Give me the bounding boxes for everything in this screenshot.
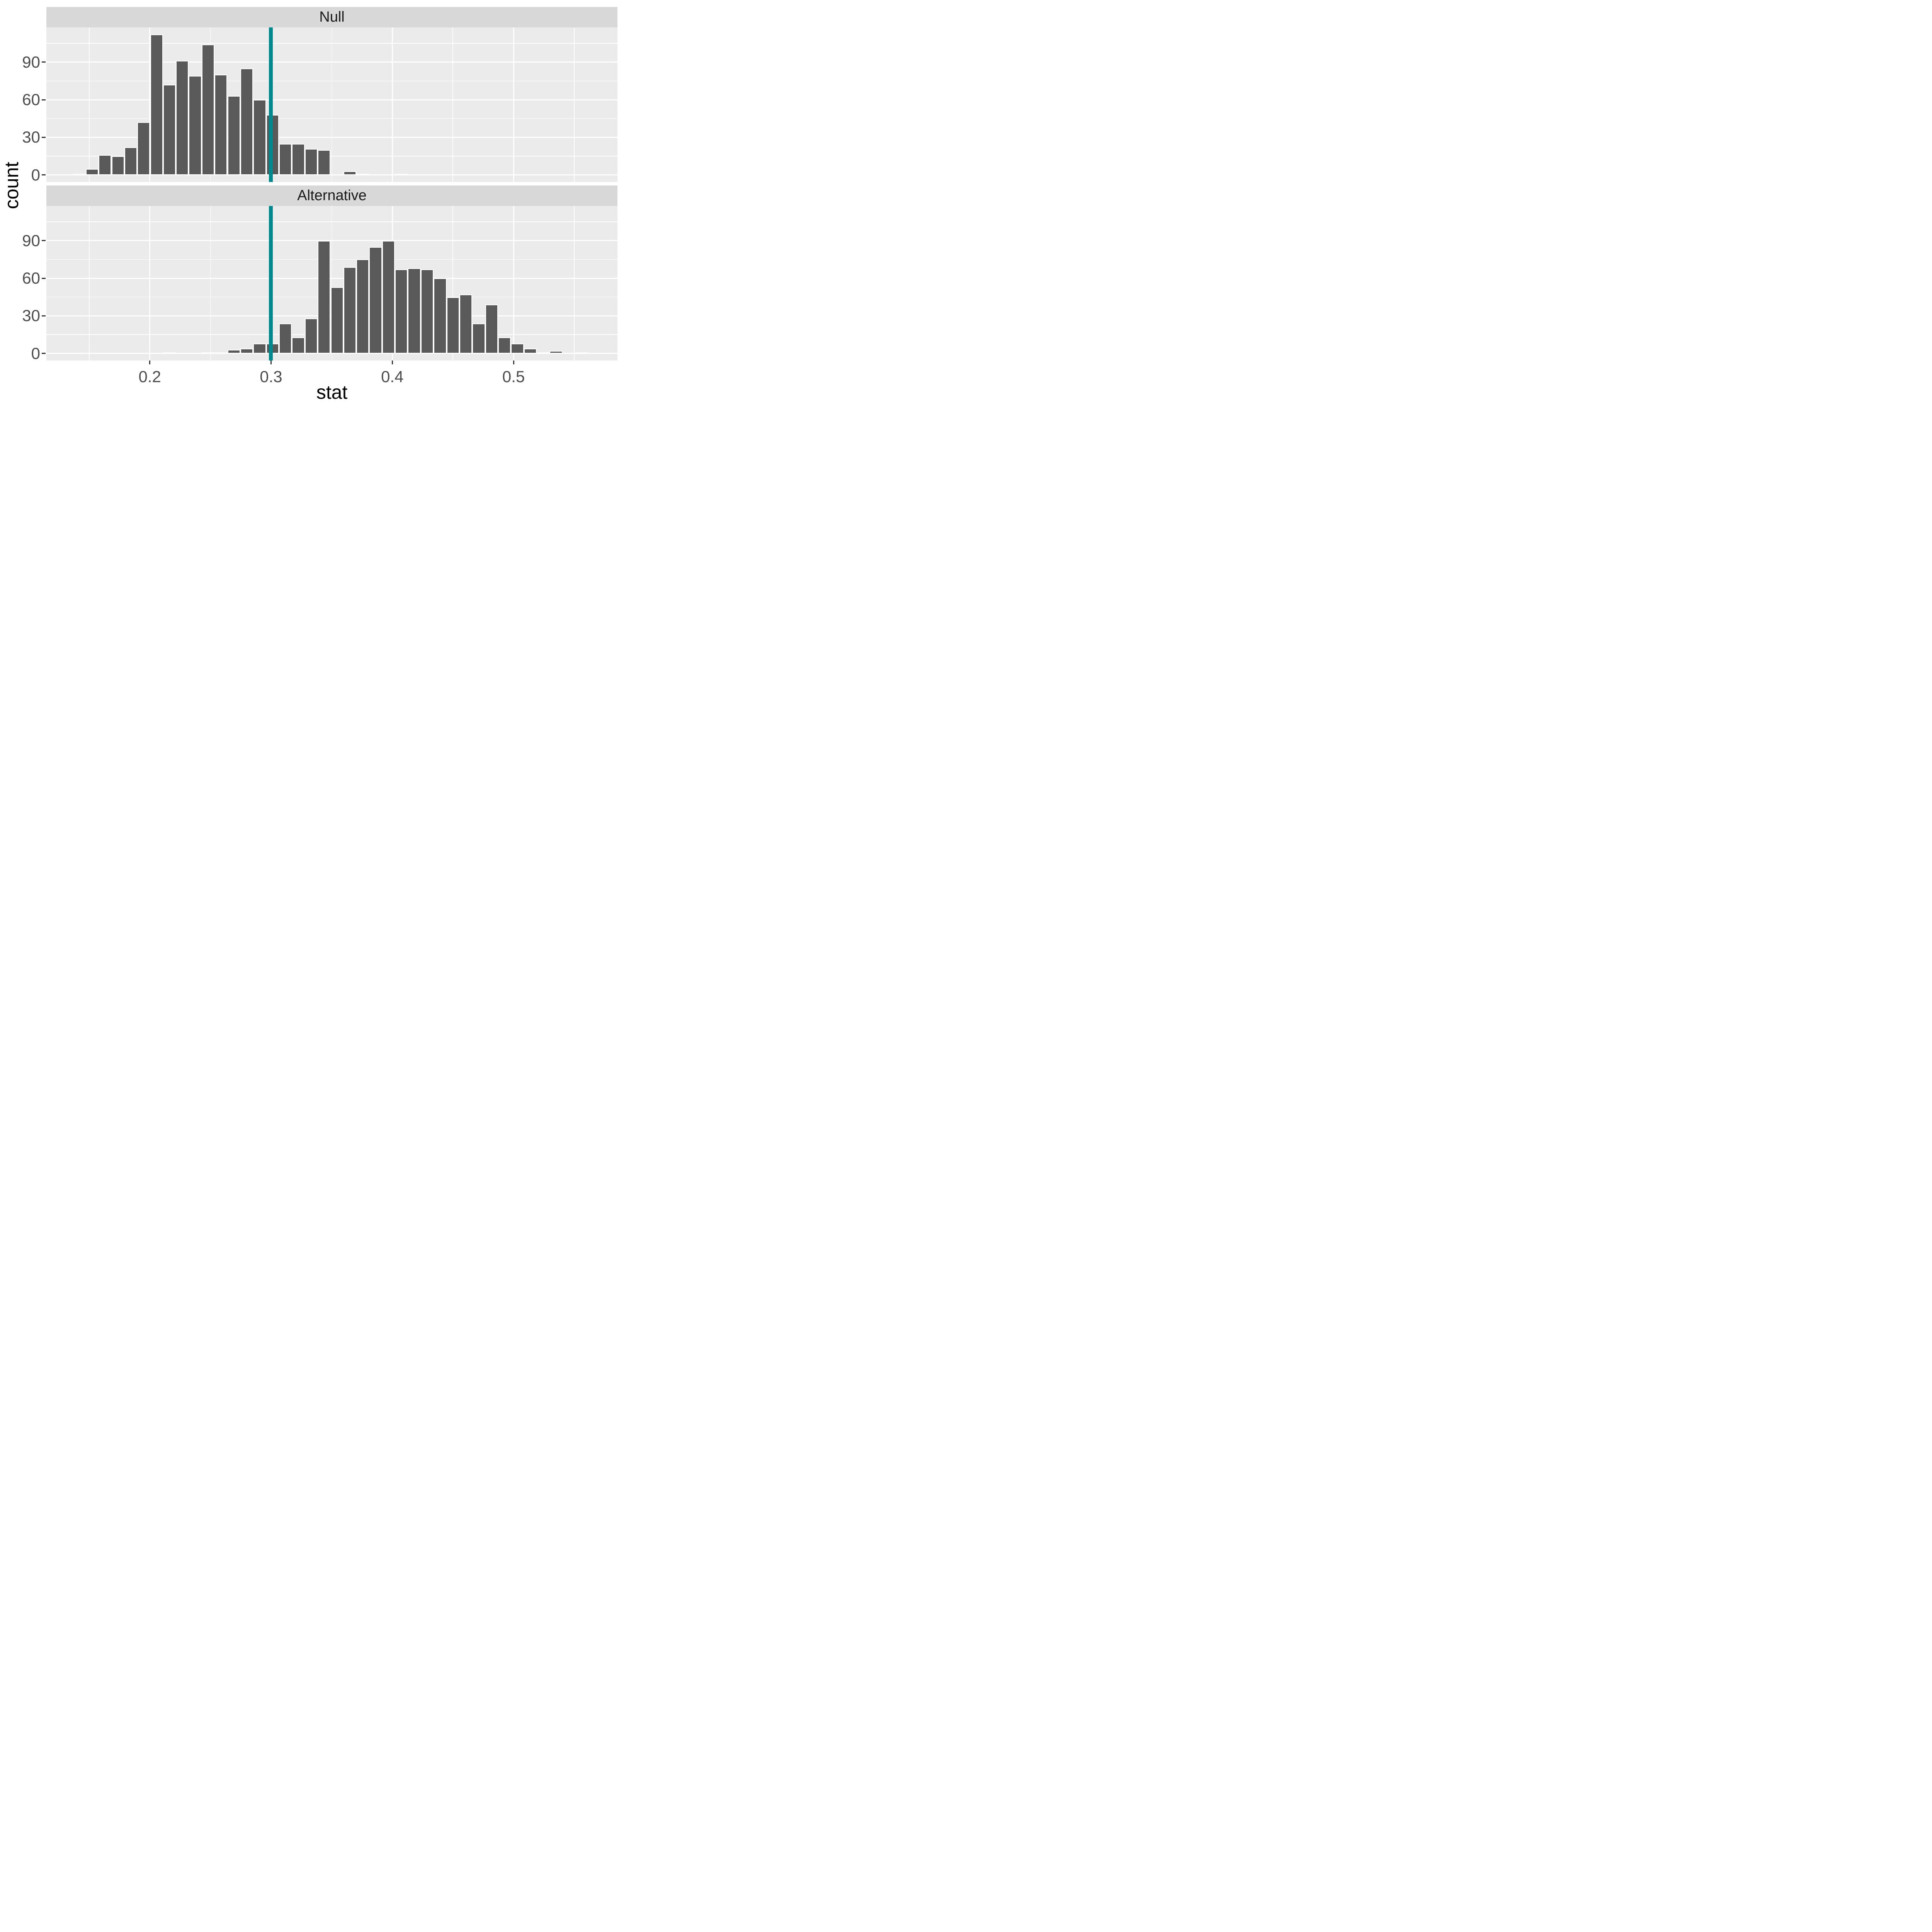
histogram-bar [73, 173, 86, 175]
y-tick-label: 90 [22, 231, 40, 250]
x-minor-gridline [89, 27, 90, 182]
histogram-bar [124, 147, 138, 175]
y-axis-tick [42, 136, 46, 138]
facet-strip-alternative: Alternative [46, 185, 617, 206]
histogram-bar [330, 287, 344, 354]
x-axis-tick [149, 361, 151, 364]
histogram-bar [227, 350, 240, 354]
x-major-gridline [149, 27, 151, 182]
histogram-bar [292, 143, 305, 175]
histogram-bar [279, 323, 292, 354]
facet-strip-label: Null [319, 9, 345, 25]
histogram-bar [240, 348, 253, 354]
y-tick-label: 90 [22, 53, 40, 71]
histogram-bar [459, 294, 473, 354]
histogram-bar [575, 352, 588, 354]
histogram-bar [524, 348, 537, 354]
histogram-bar [498, 337, 511, 354]
observed-stat-line [269, 206, 273, 361]
y-tick-label: 30 [22, 128, 40, 146]
histogram-bar [253, 343, 266, 354]
histogram-bar [176, 61, 189, 175]
histogram-bar [549, 351, 563, 354]
histogram-bar [369, 247, 382, 354]
y-axis-title: count [1, 162, 22, 209]
y-axis-tick [42, 240, 46, 242]
histogram-bar [356, 259, 369, 354]
histogram-bar [189, 76, 202, 175]
x-axis-title: stat [316, 381, 348, 402]
y-axis-tick [42, 315, 46, 316]
facet-strip-null: Null [46, 7, 617, 27]
histogram-bar [395, 269, 408, 354]
histogram-bar [304, 148, 318, 175]
histogram-bar [292, 337, 305, 354]
y-axis-tick [42, 277, 46, 279]
histogram-bar [421, 269, 434, 354]
x-axis-tick [270, 361, 272, 364]
histogram-bar [163, 352, 176, 354]
histogram-bar [472, 323, 485, 354]
x-tick-label: 0.4 [381, 367, 404, 386]
x-minor-gridline [89, 206, 90, 361]
x-tick-label: 0.5 [502, 367, 525, 386]
x-major-gridline [513, 206, 514, 361]
x-minor-gridline [210, 206, 211, 361]
histogram-bar [163, 85, 176, 175]
histogram-bar [343, 267, 357, 354]
x-axis-tick [513, 361, 514, 364]
histogram-bar [485, 304, 498, 354]
histogram-bar [304, 318, 318, 354]
histogram-bar [85, 168, 99, 175]
histogram-bar [343, 171, 357, 175]
histogram-bar [227, 96, 240, 175]
x-tick-label: 0.3 [260, 367, 282, 386]
x-minor-gridline [574, 27, 575, 182]
y-tick-label: 0 [31, 165, 40, 184]
y-tick-label: 60 [22, 90, 40, 109]
faceted-histogram-figure: Null 0 30 60 90 Alternative 0 30 60 90 0.2 0.3 0.4 0.… [0, 0, 618, 402]
histogram-bar [317, 150, 331, 175]
histogram-bar [317, 240, 331, 354]
panel-alternative [46, 206, 617, 361]
histogram-bar [201, 352, 215, 354]
histogram-bar [279, 143, 292, 175]
y-tick-label: 60 [22, 269, 40, 287]
y-axis-tick [42, 99, 46, 100]
y-tick-label: 0 [31, 344, 40, 362]
observed-stat-line [269, 27, 273, 182]
histogram-bar [395, 173, 408, 175]
facet-strip-label: Alternative [297, 187, 367, 204]
histogram-bar [382, 240, 395, 354]
x-minor-gridline [452, 206, 453, 361]
y-axis-tick [42, 61, 46, 63]
histogram-bar [201, 44, 215, 175]
histogram-bar [356, 173, 369, 175]
x-major-gridline [391, 27, 393, 182]
histogram-bar [408, 268, 421, 354]
histogram-bar [214, 75, 228, 175]
x-major-gridline [149, 206, 151, 361]
histogram-bar [137, 122, 150, 175]
histogram-bar [537, 352, 550, 354]
x-major-gridline [513, 27, 514, 182]
histogram-bar [214, 352, 228, 354]
histogram-bar [434, 278, 447, 354]
histogram-bar [253, 100, 266, 175]
histogram-bar [98, 155, 112, 175]
histogram-bar [150, 34, 163, 175]
histogram-bar [446, 297, 459, 354]
histogram-bar [240, 68, 253, 175]
x-minor-gridline [452, 27, 453, 182]
x-tick-label: 0.2 [138, 367, 161, 386]
panel-null [46, 27, 617, 182]
histogram-bar [511, 343, 524, 354]
x-axis-tick [391, 361, 393, 364]
y-tick-label: 30 [22, 306, 40, 325]
y-axis-tick [42, 353, 46, 354]
y-axis-tick [42, 174, 46, 176]
x-minor-gridline [574, 206, 575, 361]
histogram-bar [111, 156, 124, 175]
